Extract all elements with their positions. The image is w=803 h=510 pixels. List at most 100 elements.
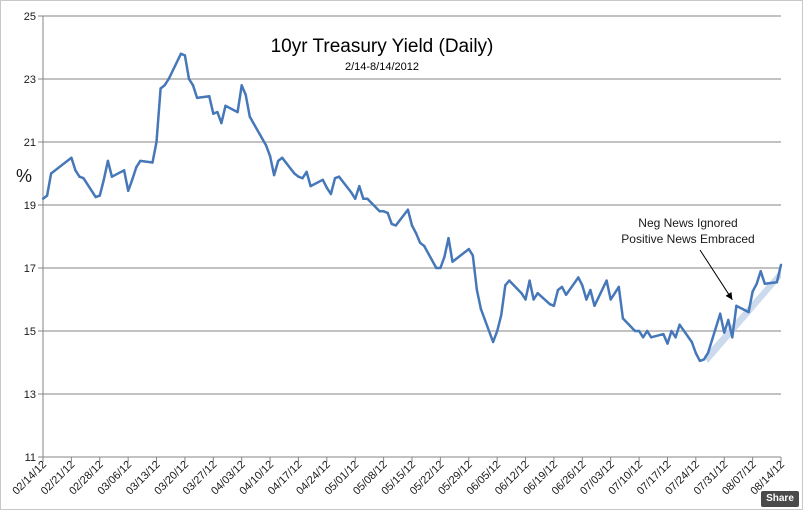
data-point	[179, 52, 183, 55]
y-tick-label: 19	[24, 200, 36, 212]
data-point	[581, 284, 584, 287]
data-point	[98, 194, 102, 197]
data-point	[690, 340, 693, 344]
data-point	[240, 84, 243, 87]
data-point	[496, 329, 499, 333]
data-point	[321, 178, 324, 181]
data-point	[191, 84, 195, 87]
data-point	[536, 292, 539, 295]
chart-title: 10yr Treasury Yield (Daily)	[271, 36, 494, 57]
data-point	[650, 336, 653, 339]
data-point	[755, 282, 758, 285]
data-point	[747, 310, 750, 314]
data-point	[694, 351, 697, 355]
data-point	[406, 208, 410, 211]
data-point	[74, 169, 77, 172]
y-tick-label: 11	[25, 452, 36, 464]
gridlines	[38, 15, 782, 462]
data-point	[354, 197, 357, 200]
data-point	[727, 318, 730, 322]
data-point	[759, 270, 762, 273]
y-tick-label: 13	[24, 389, 36, 401]
data-point	[216, 110, 219, 114]
data-point	[524, 298, 527, 301]
data-point	[548, 303, 552, 306]
data-point	[443, 255, 446, 259]
data-point	[637, 329, 641, 333]
data-point	[366, 197, 369, 200]
data-point	[617, 285, 620, 289]
data-point	[394, 224, 397, 227]
data-point	[45, 194, 49, 197]
data-point	[593, 304, 596, 307]
annotation-text: Positive News Embraced	[621, 232, 754, 246]
data-point	[491, 340, 495, 344]
data-point	[110, 175, 114, 178]
y-axis-label: %	[16, 166, 32, 186]
trend-band-shape	[703, 269, 781, 364]
y-tick-labels: 11 13 15 17 19 21 23 25	[24, 11, 36, 464]
data-point	[70, 156, 73, 159]
data-point	[731, 336, 734, 339]
data-point	[520, 292, 523, 295]
data-point	[49, 172, 53, 175]
data-point	[418, 241, 422, 244]
data-point	[666, 342, 669, 345]
y-tick-label: 23	[24, 74, 36, 86]
data-point	[706, 351, 710, 355]
data-point	[621, 317, 625, 320]
data-point	[167, 77, 170, 81]
data-point	[272, 173, 276, 177]
data-point	[779, 263, 783, 266]
data-point	[698, 359, 702, 363]
data-point	[236, 110, 239, 114]
data-point	[775, 281, 779, 284]
data-point	[325, 186, 328, 189]
series-line	[42, 52, 783, 363]
data-point	[390, 222, 393, 226]
data-point	[609, 298, 612, 301]
data-point	[281, 156, 284, 159]
data-point	[187, 77, 191, 81]
data-point	[94, 195, 97, 199]
trend-band	[703, 269, 781, 364]
data-point	[350, 191, 353, 194]
data-point	[556, 288, 560, 292]
series-lines	[41, 52, 783, 363]
data-point	[329, 192, 333, 196]
data-point	[220, 121, 223, 125]
data-point	[139, 159, 142, 163]
x-tick-labels: 02/14/1202/21/1202/28/1203/06/1203/13/12…	[10, 459, 787, 498]
data-point	[763, 282, 766, 285]
share-button[interactable]: Share	[761, 491, 799, 507]
data-point	[423, 244, 426, 248]
data-point	[159, 87, 162, 90]
data-point	[585, 298, 588, 301]
data-point	[244, 93, 247, 97]
data-point	[293, 172, 296, 175]
y-tick-label: 21	[24, 137, 36, 149]
data-point	[674, 336, 677, 339]
annotation-arrowhead	[725, 292, 733, 300]
data-point	[106, 159, 110, 163]
data-point	[414, 232, 418, 235]
data-point	[633, 329, 637, 333]
data-point	[451, 260, 454, 263]
data-point	[305, 170, 308, 174]
data-point	[500, 314, 503, 317]
data-point	[183, 54, 187, 57]
data-point	[646, 329, 649, 333]
data-point	[528, 279, 531, 282]
data-point	[605, 279, 608, 282]
y-tick-label: 17	[24, 263, 36, 275]
chart-subtitle: 2/14-8/14/2012	[345, 61, 419, 73]
data-point	[447, 236, 450, 240]
data-point	[471, 254, 474, 257]
data-point	[41, 197, 45, 200]
annotation-text: Neg News Ignored	[638, 216, 737, 230]
data-point	[78, 175, 81, 178]
data-point	[155, 140, 158, 144]
data-point	[662, 332, 665, 336]
data-point	[135, 166, 138, 169]
